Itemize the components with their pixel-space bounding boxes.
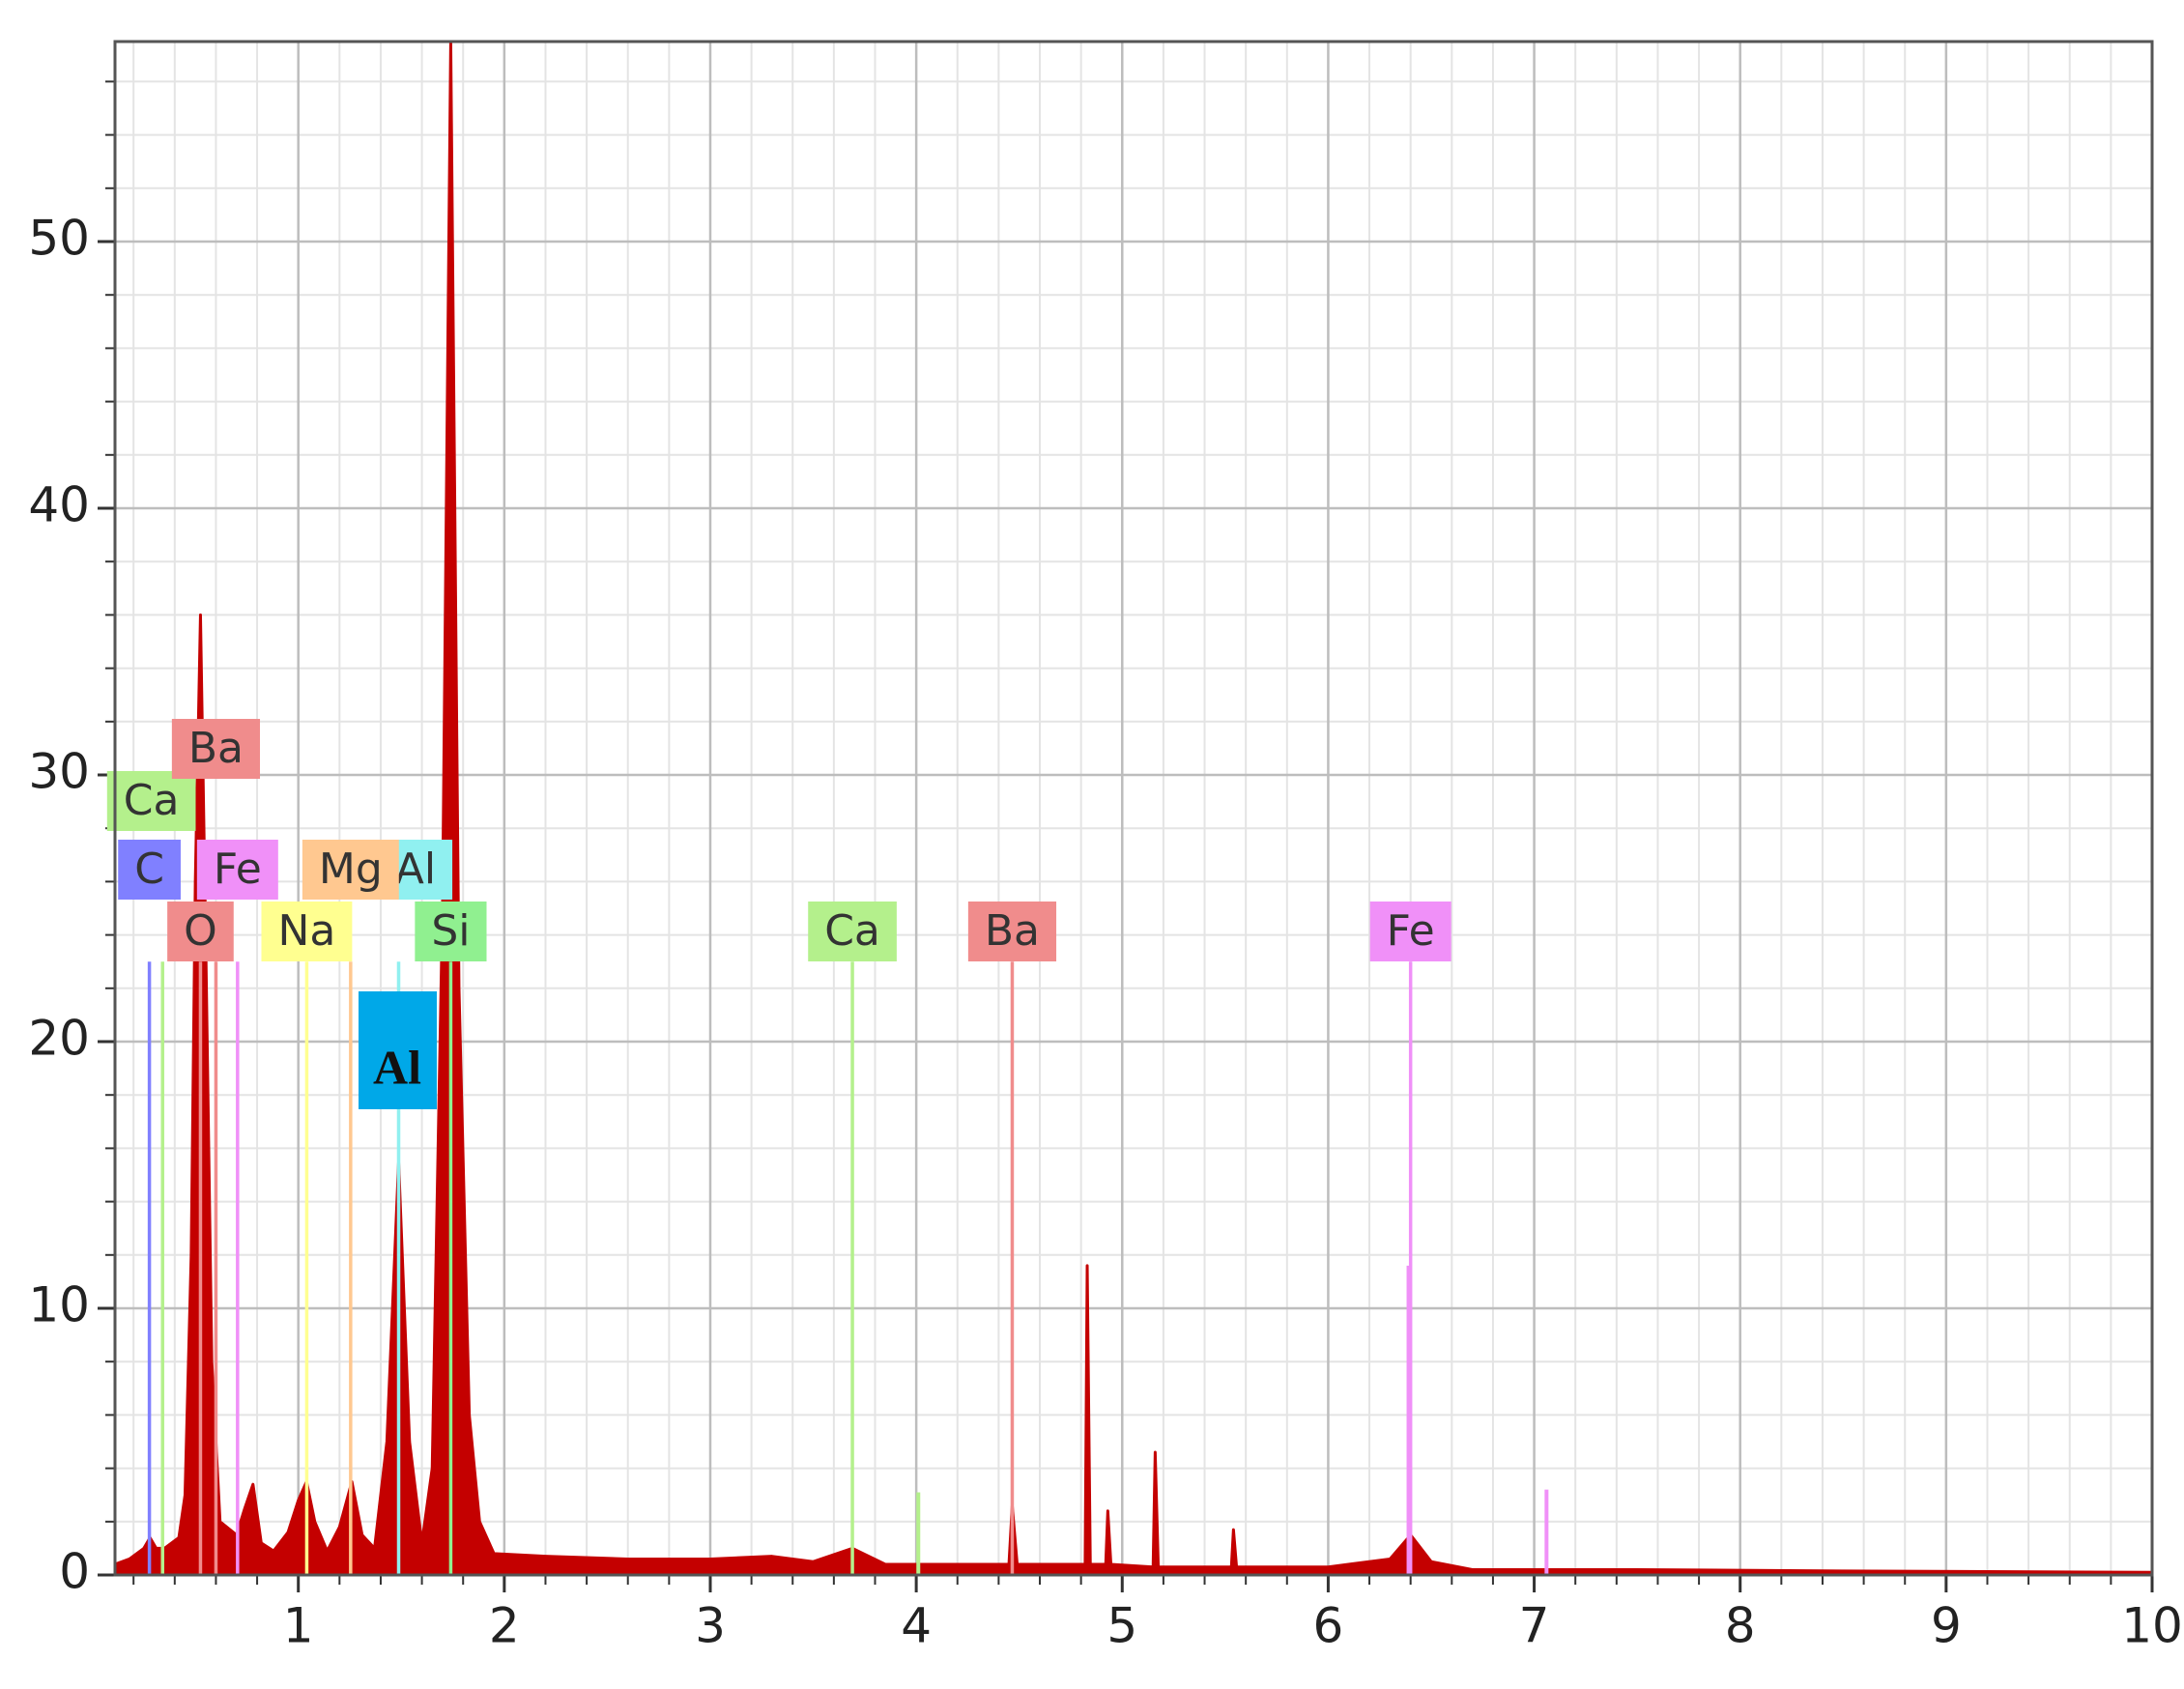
element-label-text: O (184, 906, 217, 956)
element-label-text: Ba (985, 906, 1040, 956)
annotation-box (359, 991, 437, 1109)
element-label-box (196, 840, 278, 900)
element-label-text: Ca (824, 906, 880, 956)
element-label-box (106, 771, 196, 831)
element-label: Ba (171, 719, 261, 779)
element-label-text: Ba (188, 724, 244, 773)
element-label-text: Si (431, 906, 470, 956)
y-tick-label: 20 (28, 1011, 90, 1067)
element-label: Fe (1369, 902, 1451, 961)
x-tick-label: 6 (1313, 1598, 1344, 1654)
element-label: Si (415, 902, 487, 961)
x-tick-label: 5 (1106, 1598, 1137, 1654)
element-label-text: C (134, 844, 164, 894)
x-tick-label: 3 (695, 1598, 726, 1654)
element-label: Ca (106, 771, 196, 831)
element-label-text: Al (395, 844, 436, 894)
x-tick-label: 9 (1931, 1598, 1962, 1654)
element-label-box (1369, 902, 1451, 961)
x-tick-label: 7 (1519, 1598, 1550, 1654)
element-label: Na (261, 902, 353, 961)
element-label: Mg (302, 840, 399, 900)
element-label-box (171, 719, 261, 779)
element-label-box (808, 902, 897, 961)
x-tick-label: 8 (1725, 1598, 1756, 1654)
element-label-text: Mg (319, 844, 383, 894)
element-label-text: Ca (124, 776, 180, 825)
x-tick-label: 2 (489, 1598, 520, 1654)
element-label-box (967, 902, 1057, 961)
element-label-box (261, 902, 353, 961)
element-label-box (118, 840, 181, 900)
element-label-text: Na (277, 906, 335, 956)
annotation-text: Al (373, 1040, 421, 1094)
x-tick-label: 1 (283, 1598, 314, 1654)
plot-frame (113, 40, 2154, 1577)
element-label-text: Fe (214, 844, 262, 894)
element-label-box (167, 902, 234, 961)
element-label-box (415, 902, 487, 961)
y-tick-label: 40 (28, 477, 90, 533)
y-tick-label: 50 (28, 211, 90, 267)
element-label: Fe (196, 840, 278, 900)
element-label: Ca (808, 902, 897, 961)
x-tick-label: 10 (2121, 1598, 2183, 1654)
element-label: O (167, 902, 234, 961)
x-tick-label: 4 (901, 1598, 932, 1654)
element-label-text: Fe (1387, 906, 1435, 956)
element-label-box (302, 840, 399, 900)
element-label: Ba (967, 902, 1057, 961)
y-tick-label: 10 (28, 1277, 90, 1333)
y-tick-label: 30 (28, 744, 90, 800)
plot-background (115, 42, 2152, 1575)
element-label: C (118, 840, 181, 900)
y-tick-label: 0 (59, 1544, 90, 1600)
